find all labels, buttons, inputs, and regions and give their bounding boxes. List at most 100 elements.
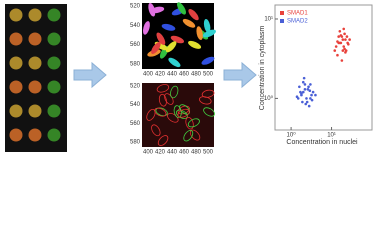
point: [341, 49, 345, 52]
cell: [28, 32, 42, 46]
point: [344, 51, 347, 54]
point: [310, 98, 314, 102]
point: [336, 53, 339, 57]
cell: [28, 80, 42, 94]
x-tick-label: 420: [155, 150, 166, 156]
cell: [9, 128, 23, 142]
point: [310, 93, 313, 97]
y-tick-label: 560: [130, 42, 141, 48]
point: [311, 90, 315, 94]
legend-label: SMAD2: [287, 19, 308, 25]
cell: [47, 128, 61, 142]
point: [303, 88, 307, 91]
outline: [203, 107, 215, 117]
x-tick-label: 500: [203, 150, 214, 156]
outlines: [146, 84, 215, 146]
cell: [47, 104, 61, 118]
segment: [188, 40, 202, 49]
point: [338, 41, 342, 45]
point: [305, 97, 308, 100]
point: [303, 83, 307, 86]
segment: [202, 29, 216, 38]
outline: [154, 107, 167, 117]
figure: Concentration in nuclei Concentration in…: [5, 2, 373, 156]
outline: [185, 116, 194, 130]
point: [334, 45, 338, 48]
point: [333, 49, 337, 52]
point: [304, 102, 308, 106]
point: [314, 93, 317, 97]
cell: [28, 128, 42, 142]
point: [301, 80, 305, 84]
microscopy-panel: [5, 4, 67, 152]
point: [309, 97, 312, 100]
point: [300, 92, 303, 95]
point: [348, 38, 351, 41]
outline: [146, 108, 156, 121]
y-tick-label: 520: [130, 84, 141, 90]
x-axis-label: Concentration in nuclei: [286, 139, 358, 146]
segment: [182, 18, 196, 28]
segment: [188, 9, 199, 21]
cell: [47, 80, 61, 94]
point: [342, 27, 346, 31]
segment: [143, 21, 150, 35]
point: [343, 32, 346, 36]
x-tick-label: 10⁰: [287, 132, 297, 139]
outline: [170, 85, 179, 99]
segment: [148, 2, 156, 17]
y-tick-label: 10¹: [264, 17, 273, 23]
point: [339, 34, 343, 37]
x-tick-label: 460: [179, 72, 190, 78]
point: [301, 100, 304, 104]
x-tick-label: 480: [191, 72, 202, 78]
y-tick-label: 540: [130, 102, 141, 108]
y-tick-label: 560: [130, 121, 141, 127]
point: [307, 85, 310, 89]
y-tick-label: 580: [130, 62, 141, 68]
x-tick-label: 400: [143, 150, 154, 156]
x-tick-label: 460: [179, 150, 190, 156]
cell: [9, 80, 23, 94]
segment: [177, 2, 186, 15]
point: [305, 100, 309, 104]
point: [345, 35, 349, 38]
point: [343, 47, 346, 51]
cell: [28, 56, 42, 70]
x-tick-label: 500: [203, 72, 214, 78]
segment: [170, 35, 185, 44]
y-tick-label: 580: [130, 140, 141, 146]
y-tick-label: 10⁰: [264, 95, 274, 102]
point: [337, 35, 340, 38]
x-tick-label: 440: [167, 150, 178, 156]
cell: [9, 8, 23, 22]
outline: [177, 105, 190, 115]
legend-swatch: [280, 11, 284, 15]
point: [295, 95, 299, 99]
point: [298, 85, 301, 89]
cells: [9, 8, 61, 142]
point: [344, 38, 347, 41]
point: [301, 90, 305, 94]
cell: [9, 56, 23, 70]
x-tick-label: 440: [167, 72, 178, 78]
point: [309, 83, 312, 86]
x-tick-label: 480: [191, 150, 202, 156]
y-tick-label: 520: [130, 4, 141, 10]
point: [340, 59, 344, 62]
cell: [47, 56, 61, 70]
cell: [47, 32, 61, 46]
outline: [151, 124, 161, 137]
cell: [47, 8, 61, 22]
y-tick-label: 540: [130, 23, 141, 29]
plot-frame: [274, 4, 373, 131]
outline: [156, 84, 170, 93]
y-axis-label: Concentration in cytoplasm: [259, 26, 266, 111]
outline: [177, 108, 190, 118]
outline: [187, 118, 200, 128]
segment: [201, 56, 215, 65]
x-tick-label: 400: [143, 72, 154, 78]
arrow: [223, 61, 257, 89]
segments: [143, 2, 216, 68]
cell: [9, 32, 23, 46]
